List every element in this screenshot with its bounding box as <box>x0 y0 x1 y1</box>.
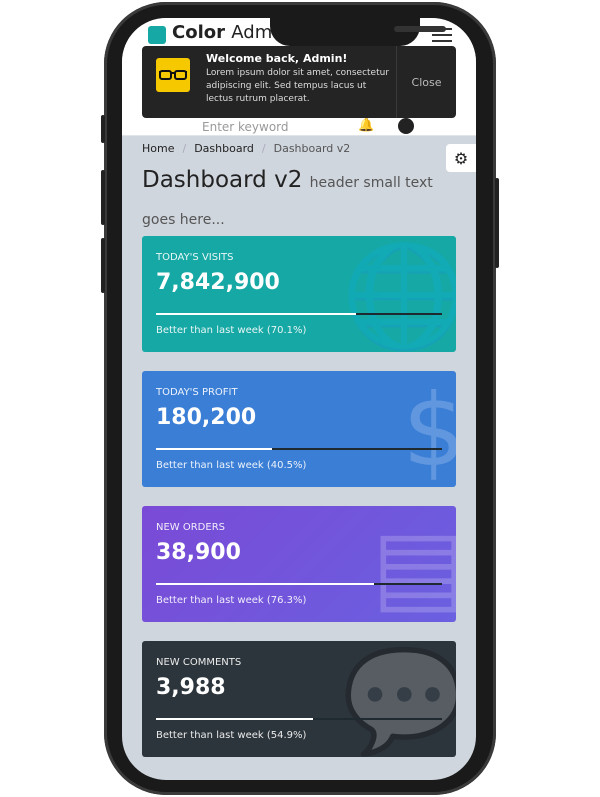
stat-value: 7,842,900 <box>156 270 280 295</box>
toast-message: Lorem ipsum dolor sit amet, consectetur … <box>206 68 390 104</box>
logo-icon <box>148 26 166 44</box>
stat-value: 180,200 <box>156 405 257 430</box>
progress-bar <box>156 448 442 450</box>
stat-value: 38,900 <box>156 540 241 565</box>
screen: Color Admin Enter keyword 🔔 Welcome back… <box>122 18 476 780</box>
bell-icon[interactable]: 🔔 <box>358 118 375 133</box>
toast-title: Welcome back, Admin! <box>206 52 348 65</box>
stat-note: Better than last week (54.9%) <box>156 730 307 741</box>
volume-up <box>101 170 105 225</box>
progress-bar <box>156 718 442 720</box>
avatar[interactable] <box>398 118 414 134</box>
stat-card: $ Today's Profit 180,200 Better than las… <box>142 371 456 487</box>
breadcrumb: Home / Dashboard / Dashboard v2 <box>142 142 351 155</box>
stat-value: 3,988 <box>156 675 226 700</box>
stat-note: Better than last week (40.5%) <box>156 460 307 471</box>
search-input[interactable]: Enter keyword <box>202 120 289 134</box>
page-title: Dashboard v2 header small text goes here… <box>142 167 433 228</box>
stat-label: Today's Profit <box>156 387 238 398</box>
archive-icon: ▤ <box>371 507 456 622</box>
breadcrumb-home[interactable]: Home <box>142 142 175 155</box>
dollar-icon: $ <box>402 372 456 487</box>
menu-icon[interactable] <box>432 28 452 42</box>
stat-note: Better than last week (70.1%) <box>156 325 307 336</box>
comments-icon: 💬 <box>341 642 456 757</box>
mute-switch <box>101 115 105 143</box>
close-button[interactable]: Close <box>396 46 456 118</box>
page-subtitle: header small text goes here... <box>142 175 433 228</box>
progress-bar <box>156 583 442 585</box>
stat-note: Better than last week (76.3%) <box>156 595 307 606</box>
welcome-toast: Welcome back, Admin! Lorem ipsum dolor s… <box>142 46 456 118</box>
stat-card: 🌐 Today's Visits 7,842,900 Better than l… <box>142 236 456 352</box>
breadcrumb-dashboard[interactable]: Dashboard <box>194 142 254 155</box>
stat-label: New Orders <box>156 522 225 533</box>
glasses-icon <box>156 58 190 92</box>
globe-icon: 🌐 <box>341 237 456 352</box>
stat-label: New Comments <box>156 657 242 668</box>
breadcrumb-current: Dashboard v2 <box>273 142 351 155</box>
volume-down <box>101 238 105 293</box>
gear-icon[interactable]: ⚙ <box>446 144 476 172</box>
power-button <box>495 178 499 268</box>
stat-card: ▤ New Orders 38,900 Better than last wee… <box>142 506 456 622</box>
progress-bar <box>156 313 442 315</box>
stat-label: Today's Visits <box>156 252 234 263</box>
notch <box>270 18 446 46</box>
stat-card: 💬 New Comments 3,988 Better than last we… <box>142 641 456 757</box>
